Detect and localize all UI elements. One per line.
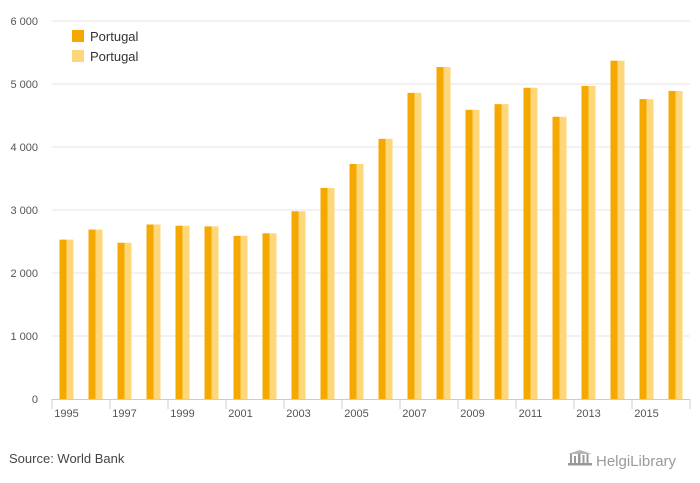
bar-series2-2000[interactable] [211,226,219,399]
bar-series2-2001[interactable] [240,235,248,399]
bar-series2-2011[interactable] [530,87,538,399]
bar-series1-2011[interactable] [523,87,531,399]
bar-series1-2005[interactable] [349,164,357,399]
bar-series1-1995[interactable] [59,239,67,399]
bar-series1-2002[interactable] [262,233,270,399]
bar-series1-1999[interactable] [175,225,183,399]
y-tick-label: 2 000 [10,268,38,280]
x-tick-label: 2007 [402,408,426,420]
bar-series1-2010[interactable] [494,104,502,399]
bar-series2-2016[interactable] [675,90,683,400]
bar-series2-1996[interactable] [95,229,103,399]
x-tick-label: 2005 [344,408,368,420]
bar-series2-1998[interactable] [153,224,161,399]
bar-series1-2015[interactable] [639,99,647,400]
source-note: Source: World Bank [9,451,125,466]
bar-series1-2001[interactable] [233,235,241,399]
y-tick-label: 6 000 [10,16,38,28]
x-tick-label: 2001 [228,408,252,420]
bar-series1-2014[interactable] [610,60,618,399]
bar-series2-1995[interactable] [66,239,74,399]
x-tick-label: 2003 [286,408,310,420]
bar-series1-2016[interactable] [668,90,676,400]
bar-series1-2007[interactable] [407,92,415,399]
x-tick-label: 2015 [634,408,658,420]
y-tick-label: 0 [32,394,38,406]
legend-swatch-1 [72,30,84,42]
bar-series2-2007[interactable] [414,92,422,399]
bar-series1-2012[interactable] [552,116,560,399]
y-tick-label: 4 000 [10,142,38,154]
bar-series2-1999[interactable] [182,225,190,399]
bar-series1-2009[interactable] [465,109,473,399]
bar-series2-2013[interactable] [588,85,596,399]
y-axis-ticks: 0 1 000 2 000 3 000 4 000 5 000 6 000 [10,16,38,406]
legend-item-1[interactable]: Portugal [72,29,139,44]
y-tick-label: 5 000 [10,79,38,91]
x-tick-label: 1999 [170,408,194,420]
y-tick-label: 3 000 [10,205,38,217]
x-tick-label: 1995 [54,408,78,420]
legend-swatch-2 [72,50,84,62]
bar-series2-2014[interactable] [617,60,625,399]
bar-series1-2003[interactable] [291,211,299,399]
bar-series2-2002[interactable] [269,233,277,399]
bar-series2-1997[interactable] [124,242,132,399]
x-tick-label: 2013 [576,408,600,420]
bar-series2-2009[interactable] [472,109,480,399]
y-tick-label: 1 000 [10,331,38,343]
bar-series2-2006[interactable] [385,138,393,399]
bar-series1-2006[interactable] [378,138,386,399]
bar-series2-2003[interactable] [298,211,306,399]
legend-label-1: Portugal [90,29,139,44]
bar-series1-1997[interactable] [117,242,125,399]
bar-series1-2008[interactable] [436,66,444,400]
bar-series1-2004[interactable] [320,187,328,399]
building-icon [568,450,592,466]
bar-series1-2000[interactable] [204,226,212,399]
bar-series2-2015[interactable] [646,99,654,400]
legend-item-2[interactable]: Portugal [72,49,139,64]
x-axis-ticks: 1995 1997 1999 2001 2003 2005 2007 2009 2011 2013… [51,399,691,420]
bar-series1-1996[interactable] [88,229,96,399]
x-tick-label: 1997 [112,408,136,420]
legend[interactable]: Portugal Portugal [72,29,139,64]
bar-series1-1998[interactable] [146,224,154,399]
logo-text: HelgiLibrary [596,453,677,470]
x-tick-label: 2009 [460,408,484,420]
bar-series1-2013[interactable] [581,85,589,399]
bar-series2-2008[interactable] [443,66,451,400]
bar-series2-2005[interactable] [356,164,364,399]
bars [59,60,683,400]
x-tick-label: 2011 [519,408,543,420]
helgilibrary-logo[interactable]: HelgiLibrary [568,450,677,470]
bar-series2-2010[interactable] [501,104,509,399]
bar-series2-2004[interactable] [327,187,335,399]
bar-series2-2012[interactable] [559,116,567,399]
legend-label-2: Portugal [90,49,139,64]
